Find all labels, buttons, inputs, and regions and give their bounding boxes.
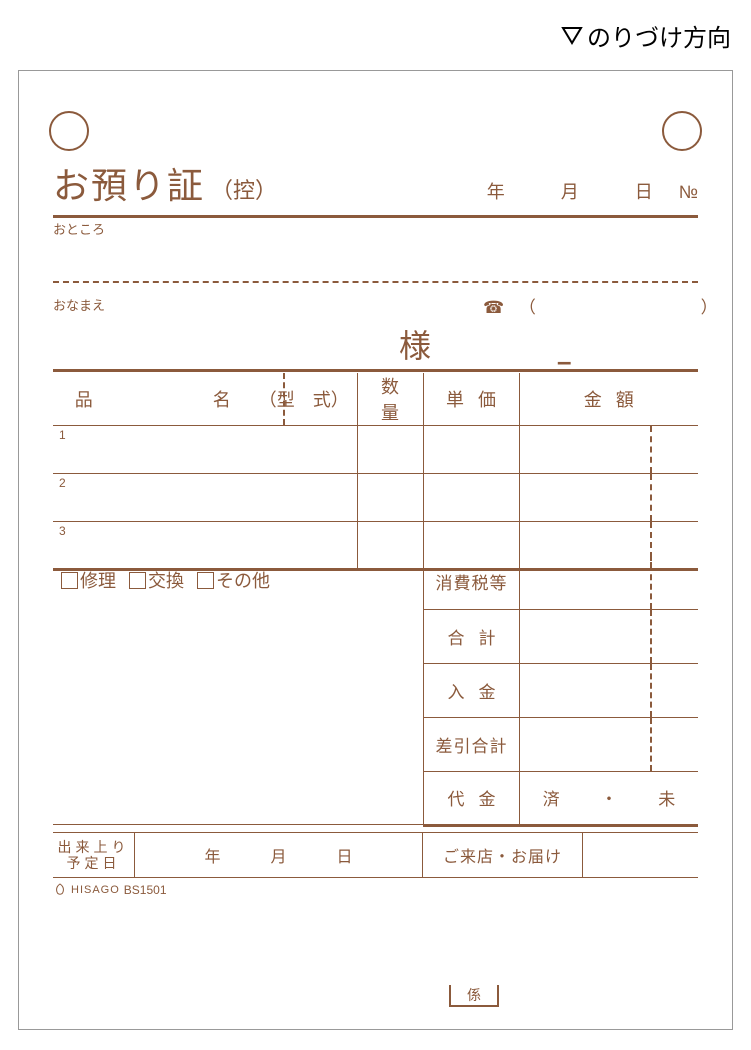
phone-field: ☎ （ ）	[483, 293, 718, 318]
header-qty: 数量	[357, 373, 423, 426]
schedule-date: 年 月 日	[135, 833, 423, 877]
schedule-label: 出来上り予定日	[53, 833, 135, 877]
deposit-value	[520, 663, 699, 717]
checkbox-other[interactable]	[197, 572, 214, 589]
calculation-table: 消費税等 合計 入金 差引合計 代金 済 ・ 未	[423, 555, 698, 827]
direction-text: のりづけ方向	[587, 18, 731, 53]
brand-name: HISAGO	[71, 884, 120, 896]
sched-month: 月	[270, 843, 286, 867]
address-line	[53, 281, 698, 283]
balance-value	[520, 717, 699, 771]
table-row: 1	[53, 426, 698, 474]
name-col-dash	[283, 373, 285, 425]
delivery-label: ご来店・お届け	[423, 833, 583, 877]
header-unit: 単価	[423, 373, 519, 426]
payment-label: 代金	[424, 771, 520, 825]
deposit-label: 入金	[424, 663, 520, 717]
paren-left: （	[519, 298, 536, 317]
tax-label: 消費税等	[424, 555, 520, 609]
items-table: 品 名（型 式） 数量 単価 金額 1 2 3	[53, 373, 698, 571]
punch-hole-right	[662, 111, 702, 151]
checkbox-exchange[interactable]	[129, 572, 146, 589]
lower-section: 修理 交換 その他 消費税等 合計 入金 差引合計 代金 済 ・ 未	[53, 555, 698, 827]
sched-day: 日	[337, 843, 353, 867]
name-label: おなまえ	[53, 295, 105, 314]
status-dot: ・	[601, 790, 618, 809]
header-amount: 金額	[519, 373, 698, 426]
opt-exchange: 交換	[148, 571, 184, 591]
title-row: お預り証 （控） 年 月 日 №	[53, 157, 698, 218]
year-label: 年	[487, 178, 505, 204]
schedule-row: 出来上り予定日 年 月 日 ご来店・お届け	[53, 832, 698, 878]
total-label: 合計	[424, 609, 520, 663]
receipt-sheet: お預り証 （控） 年 月 日 № おところ おなまえ ☎ （ ） 様 – 品 名…	[18, 70, 733, 1030]
month-label: 月	[561, 178, 579, 204]
no-label: №	[679, 182, 698, 203]
header-name: 品 名（型 式）	[53, 373, 357, 426]
paren-right: ）	[701, 298, 718, 317]
day-label: 日	[635, 178, 653, 204]
hisago-logo-icon	[53, 883, 67, 897]
triangle-down-icon	[561, 26, 583, 46]
balance-label: 差引合計	[424, 717, 520, 771]
table-row: 2	[53, 474, 698, 522]
total-value	[520, 609, 699, 663]
phone-icon: ☎	[483, 298, 504, 317]
address-label: おところ	[53, 219, 105, 238]
form-subtitle: （控）	[211, 173, 277, 205]
paid-label: 済	[543, 790, 560, 809]
brand-footer: HISAGO BS1501	[53, 883, 167, 897]
payment-status: 済 ・ 未	[520, 771, 699, 825]
unpaid-label: 未	[658, 790, 675, 809]
form-title: お預り証	[53, 157, 205, 209]
service-options: 修理 交換 その他	[53, 555, 423, 825]
name-underline	[53, 369, 698, 372]
row-num: 1	[53, 426, 357, 474]
checkbox-repair[interactable]	[61, 572, 78, 589]
brand-code: BS1501	[124, 883, 167, 897]
sched-year: 年	[204, 843, 220, 867]
opt-repair: 修理	[80, 571, 116, 591]
tax-value	[520, 555, 699, 609]
staff-box: 係	[449, 985, 499, 1007]
row-num: 2	[53, 474, 357, 522]
honorific: 様	[399, 321, 431, 367]
binding-direction: のりづけ方向	[561, 18, 731, 53]
opt-other: その他	[216, 571, 270, 591]
date-labels: 年 月 日 №	[487, 178, 698, 204]
delivery-blank	[583, 833, 698, 877]
punch-hole-left	[49, 111, 89, 151]
table-header-row: 品 名（型 式） 数量 単価 金額	[53, 373, 698, 426]
